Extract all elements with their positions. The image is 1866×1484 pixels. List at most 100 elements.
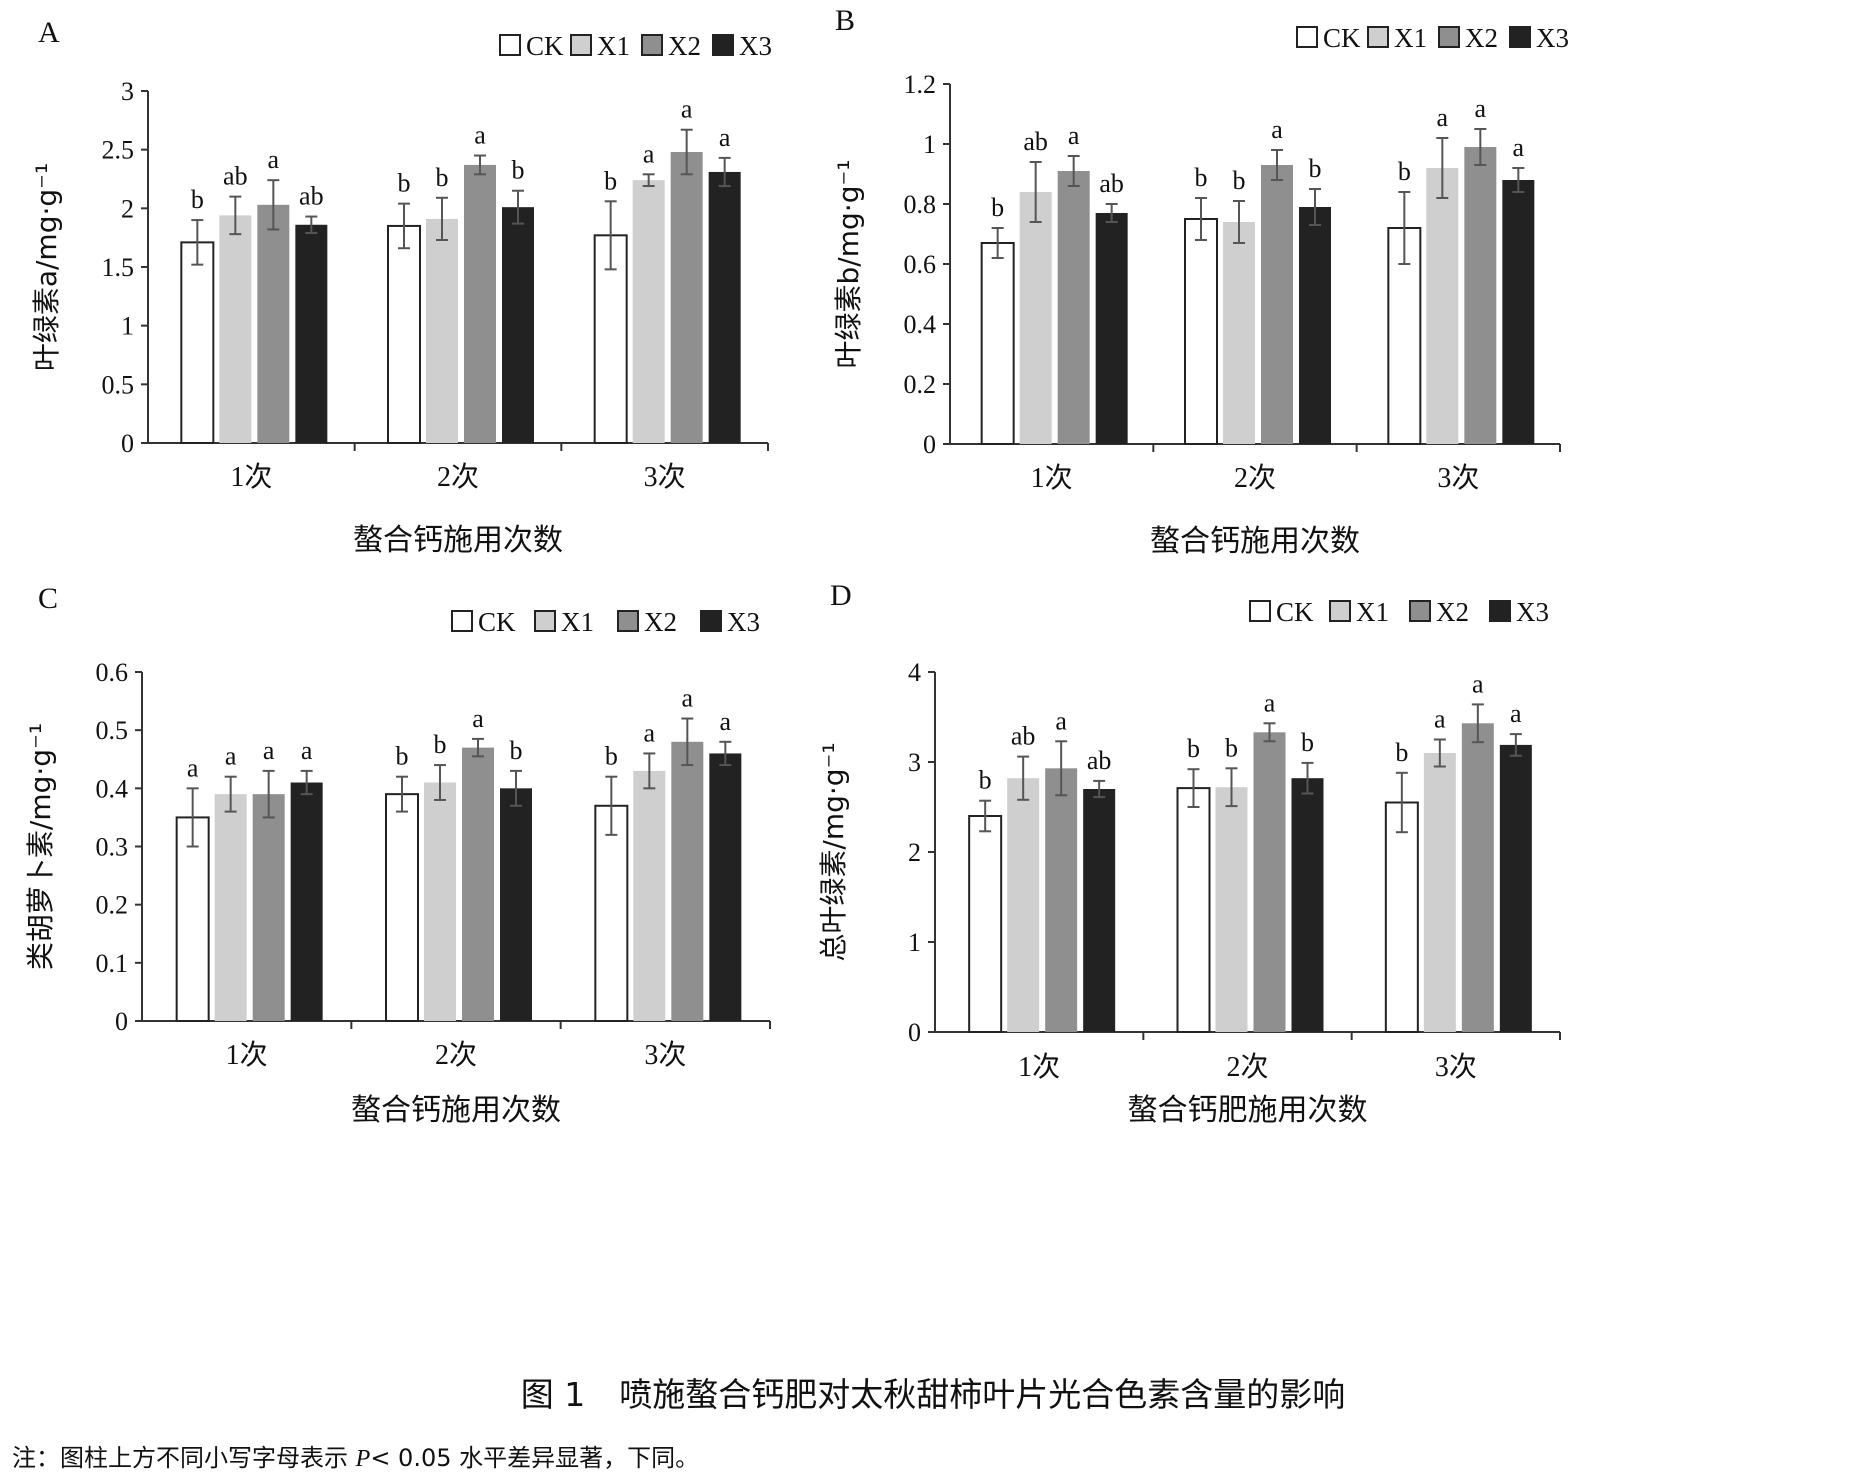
significance-letter: a — [263, 736, 275, 765]
bar-x2 — [1045, 768, 1078, 1032]
x-tick-label: 2次 — [435, 1039, 477, 1071]
y-tick-label: 0.4 — [904, 310, 937, 339]
bar-ck — [180, 241, 215, 444]
significance-letter: b — [604, 166, 617, 195]
bar-ck — [1384, 801, 1419, 1033]
bar-x2 — [257, 204, 290, 443]
y-tick-label: 0.4 — [96, 774, 129, 803]
bar-x2 — [671, 741, 704, 1021]
y-tick-label: 0.1 — [96, 949, 129, 978]
significance-letter: a — [1513, 133, 1525, 162]
significance-letter: b — [1309, 154, 1322, 183]
y-tick-label: 3 — [908, 748, 921, 777]
note-p-symbol: P — [355, 1446, 371, 1472]
legend-swatch-ck — [1249, 600, 1271, 622]
panel-label: D — [830, 579, 852, 612]
significance-letter: b — [1187, 734, 1200, 763]
significance-letter: a — [681, 95, 693, 124]
y-tick-label: 0.6 — [904, 250, 937, 279]
legend-label: X1 — [561, 607, 594, 637]
bar-x1 — [1423, 753, 1456, 1032]
y-tick-label: 0 — [121, 429, 134, 458]
y-axis-title: 类胡萝卜素/mg·g⁻¹ — [24, 723, 57, 970]
bar-x1 — [426, 218, 458, 443]
x-tick-label: 2次 — [437, 461, 479, 493]
x-tick-label: 1次 — [1031, 462, 1073, 494]
legend-swatch-ck — [451, 610, 473, 632]
significance-letter: a — [1434, 705, 1446, 734]
legend-label: X3 — [1516, 597, 1549, 627]
bar-x3 — [708, 171, 741, 443]
bar-x3 — [709, 753, 742, 1021]
significance-letter: ab — [223, 162, 248, 191]
significance-letter: a — [301, 736, 313, 765]
legend-swatch-ck — [1296, 26, 1318, 48]
significance-letter: ab — [299, 182, 324, 211]
bar-x2 — [670, 152, 703, 443]
legend-swatch-x1 — [1329, 600, 1351, 622]
significance-letter: a — [1437, 103, 1449, 132]
panel-label: B — [835, 4, 855, 37]
legend-swatch-x3 — [1489, 600, 1511, 622]
significance-letter: a — [268, 145, 280, 174]
y-tick-label: 3 — [121, 77, 134, 106]
bar-x2 — [1253, 732, 1286, 1032]
significance-letter: b — [191, 185, 204, 214]
legend-label: X3 — [1536, 23, 1569, 53]
note-text-before: 注：图柱上方不同小写字母表示 — [12, 1444, 356, 1472]
legend-swatch-x1 — [1367, 26, 1389, 48]
significance-letter: b — [1301, 728, 1314, 757]
bar-x3 — [1502, 180, 1535, 444]
y-tick-label: 0.5 — [102, 370, 135, 399]
x-axis-title: 螯合钙施用次数 — [1150, 524, 1360, 559]
bar-x3 — [295, 224, 328, 443]
bar-x3 — [1499, 744, 1532, 1032]
significance-letter: b — [1195, 163, 1208, 192]
legend: CK X1 X2 X3 — [499, 31, 772, 61]
legend-label: CK — [1276, 597, 1314, 627]
figure-number: 图 1 — [520, 1375, 586, 1414]
legend-label: CK — [478, 607, 516, 637]
bar-x3 — [290, 782, 323, 1021]
bar-ck — [1184, 218, 1218, 445]
note-text-after: < 0.05 水平差异显著，下同。 — [370, 1444, 700, 1472]
x-tick-label: 3次 — [1437, 462, 1479, 494]
significance-letter: a — [644, 718, 656, 747]
x-tick-label: 2次 — [1234, 462, 1276, 494]
y-tick-label: 1 — [923, 130, 936, 159]
legend: CK X1 X2 X3 — [1249, 597, 1549, 627]
figure-caption: 图 1 喷施螯合钙肥对太秋甜柿叶片光合色素含量的影响 — [0, 1368, 1866, 1416]
bar-x2 — [1261, 165, 1293, 444]
legend: CK X1 X2 X3 — [451, 607, 760, 637]
significance-letter: a — [1472, 669, 1484, 698]
significance-letter: a — [1264, 688, 1276, 717]
legend-label: X1 — [1394, 23, 1427, 53]
significance-letter: b — [510, 736, 523, 765]
significance-letter: b — [605, 742, 618, 771]
significance-letter: b — [1233, 166, 1246, 195]
significance-letter: a — [474, 121, 486, 150]
bar-x1 — [1215, 787, 1248, 1032]
panel-label: A — [38, 16, 60, 49]
y-tick-label: 0.5 — [96, 716, 129, 745]
bar-x2 — [252, 794, 285, 1021]
x-tick-label: 1次 — [230, 461, 272, 493]
y-tick-label: 0 — [923, 430, 936, 459]
figure-note: 注：图柱上方不同小写字母表示 P< 0.05 水平差异显著，下同。 — [12, 1438, 699, 1473]
bar-x3 — [500, 788, 532, 1021]
x-tick-label: 1次 — [1018, 1051, 1060, 1083]
y-tick-label: 0.6 — [96, 658, 129, 687]
bar-x3 — [1083, 789, 1116, 1032]
bar-x2 — [464, 164, 496, 444]
significance-letter: a — [1068, 121, 1080, 150]
legend-label: X1 — [1356, 597, 1389, 627]
y-axis-title: 叶绿素a/mg·g⁻¹ — [30, 163, 63, 371]
x-tick-label: 3次 — [644, 1039, 686, 1071]
y-tick-label: 0.3 — [96, 833, 129, 862]
x-tick-label: 1次 — [226, 1039, 268, 1071]
significance-letter: b — [1225, 733, 1238, 762]
y-tick-label: 4 — [908, 658, 921, 687]
